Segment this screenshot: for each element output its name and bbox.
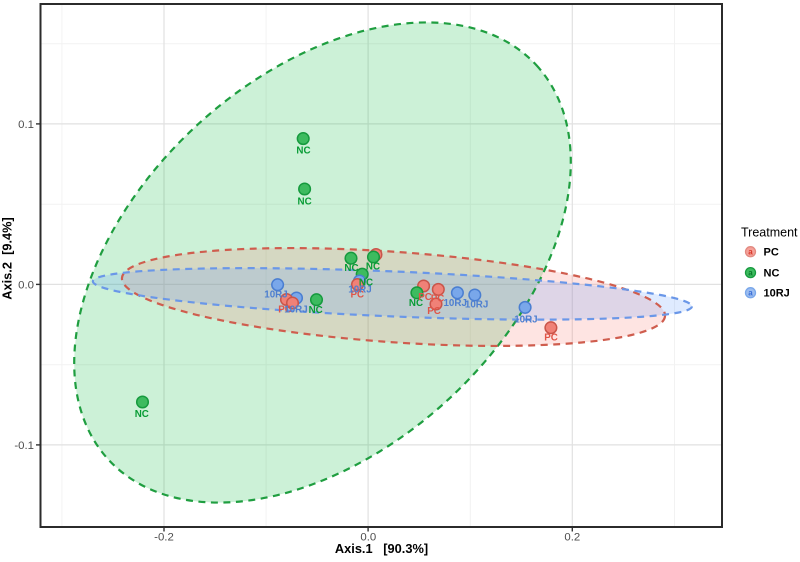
svg-text:10RJ: 10RJ bbox=[348, 285, 371, 296]
svg-text:NC: NC bbox=[135, 409, 149, 420]
svg-text:NC: NC bbox=[296, 146, 310, 157]
svg-text:Axis.2 [9.4%]: Axis.2 [9.4%] bbox=[0, 217, 15, 300]
svg-text:0.0: 0.0 bbox=[18, 280, 34, 292]
svg-text:0.2: 0.2 bbox=[564, 532, 580, 544]
svg-text:-0.1: -0.1 bbox=[14, 440, 34, 452]
svg-text:10RJ: 10RJ bbox=[264, 290, 287, 301]
svg-text:NC: NC bbox=[366, 262, 380, 273]
svg-text:a: a bbox=[748, 289, 753, 298]
svg-text:NC: NC bbox=[359, 278, 373, 289]
svg-text:Axis.1 [90.3%]: Axis.1 [90.3%] bbox=[335, 541, 428, 556]
svg-text:NC: NC bbox=[764, 268, 780, 280]
svg-text:NC: NC bbox=[298, 197, 312, 208]
svg-text:a: a bbox=[748, 248, 753, 257]
svg-text:PC: PC bbox=[427, 306, 441, 317]
svg-text:10RJ: 10RJ bbox=[465, 299, 488, 310]
svg-text:PC: PC bbox=[764, 247, 779, 259]
svg-text:NC: NC bbox=[309, 305, 323, 316]
svg-text:PC: PC bbox=[431, 294, 445, 305]
svg-text:10RJ: 10RJ bbox=[514, 314, 537, 325]
svg-text:10RJ: 10RJ bbox=[443, 298, 466, 309]
svg-text:NC: NC bbox=[344, 263, 358, 274]
svg-text:PC: PC bbox=[350, 290, 364, 301]
svg-text:PC: PC bbox=[278, 305, 292, 316]
svg-text:PC: PC bbox=[544, 333, 558, 344]
svg-text:0.1: 0.1 bbox=[18, 119, 34, 131]
svg-text:NC: NC bbox=[409, 298, 423, 309]
svg-text:PC: PC bbox=[418, 292, 432, 303]
svg-text:10RJ: 10RJ bbox=[764, 288, 790, 300]
svg-text:a: a bbox=[748, 269, 753, 278]
svg-text:Treatment: Treatment bbox=[741, 226, 798, 240]
svg-text:-0.2: -0.2 bbox=[154, 532, 174, 544]
svg-text:0.0: 0.0 bbox=[360, 532, 376, 544]
svg-text:10RJ: 10RJ bbox=[284, 305, 307, 316]
